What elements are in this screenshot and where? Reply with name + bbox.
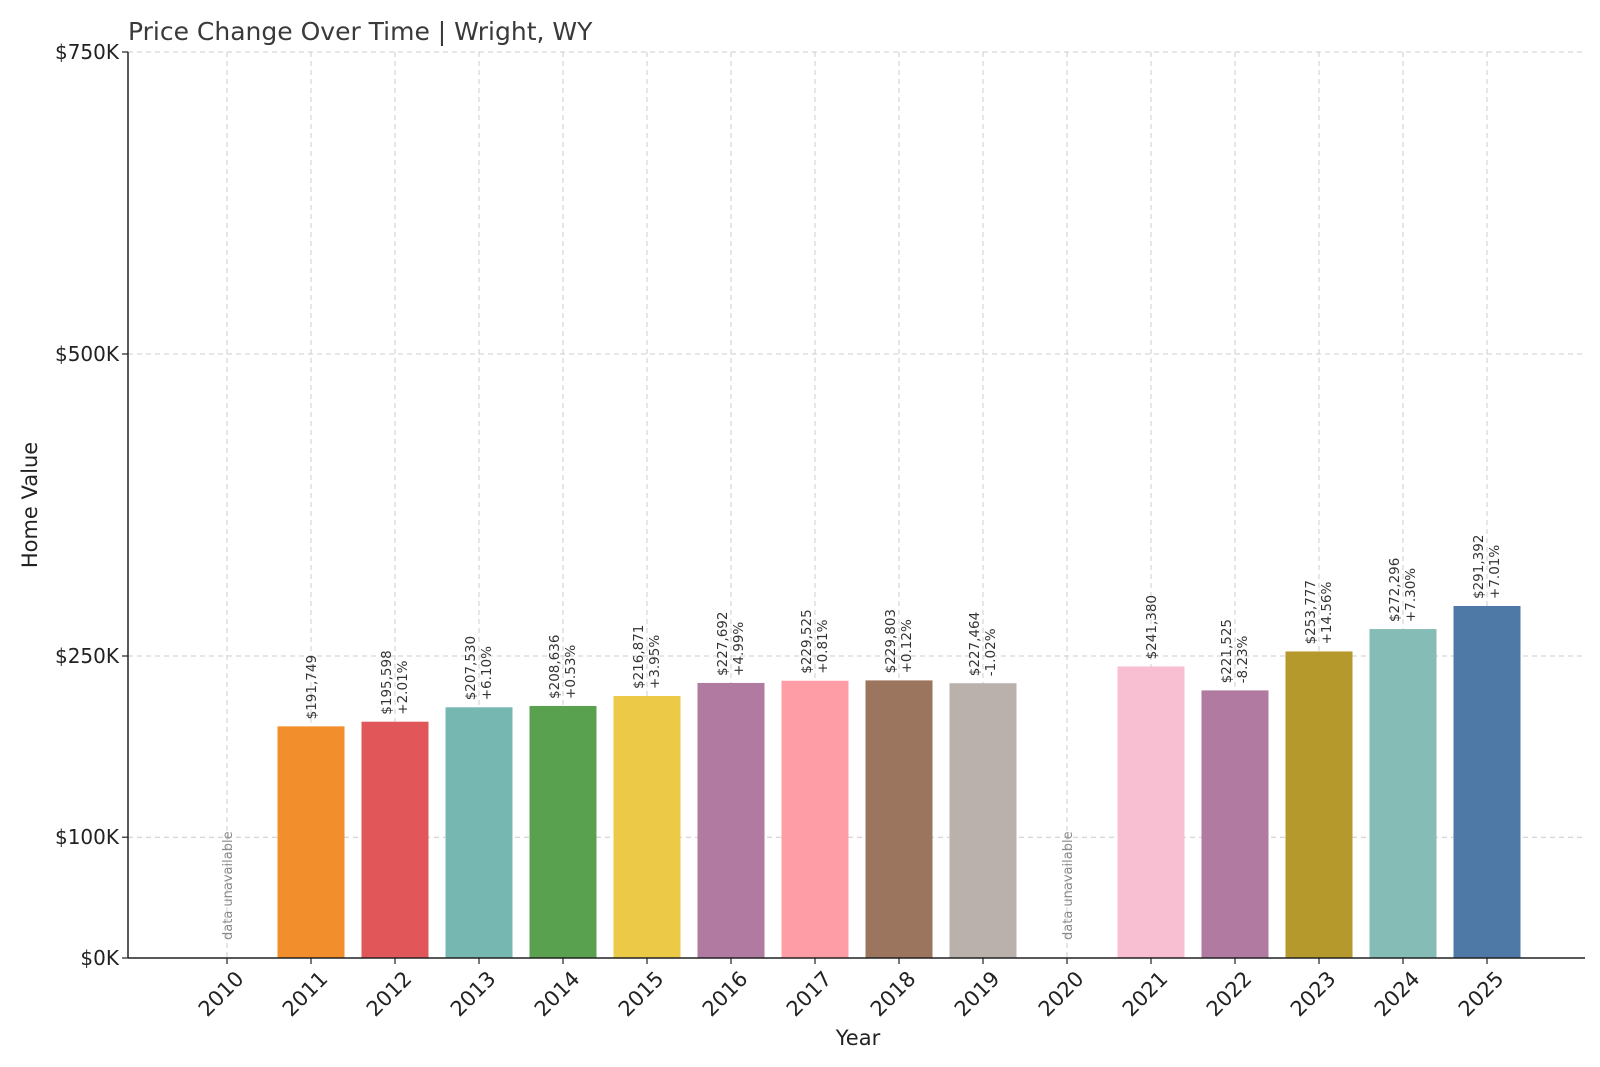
change-label: +14.56% xyxy=(1319,581,1335,644)
value-label: $207,530 xyxy=(463,636,479,700)
x-tick-label: 2016 xyxy=(698,967,753,1022)
value-label: $195,598 xyxy=(379,650,395,714)
change-label: +6.10% xyxy=(479,646,495,700)
value-label: $272,296 xyxy=(1387,558,1403,622)
y-tick-label: $750K xyxy=(55,40,120,64)
x-tick-label: 2021 xyxy=(1118,967,1173,1022)
x-tick-labels: 2010 2011 2012 2013 2014 2015 2016 2017 2018 2019… xyxy=(194,958,1509,1021)
data-unavailable-label: data unavailable xyxy=(221,831,236,940)
bar xyxy=(1369,629,1437,958)
bar xyxy=(865,680,933,958)
change-label: +7.01% xyxy=(1487,545,1503,599)
x-tick-label: 2022 xyxy=(1202,967,1257,1022)
chart-title: Price Change Over Time | Wright, WY xyxy=(128,17,593,46)
value-label: $227,464 xyxy=(967,612,983,676)
x-axis-label: Year xyxy=(835,1026,881,1050)
y-tick-labels: $0K $100K $250K $500K $750K xyxy=(55,40,128,970)
bar xyxy=(445,707,513,958)
bar xyxy=(613,696,681,958)
change-label: +2.01% xyxy=(395,660,411,714)
change-label: +4.99% xyxy=(731,622,747,676)
change-label: +7.30% xyxy=(1403,568,1419,622)
x-tick-label: 2024 xyxy=(1370,967,1425,1022)
value-label: $241,380 xyxy=(1144,595,1160,659)
bar xyxy=(277,726,345,958)
x-tick-label: 2011 xyxy=(278,967,333,1022)
bar xyxy=(1201,690,1269,958)
x-tick-label: 2025 xyxy=(1454,967,1509,1022)
y-tick-label: $0K xyxy=(80,946,119,970)
y-tick-label: $100K xyxy=(55,825,120,849)
x-tick-label: 2019 xyxy=(950,967,1005,1022)
x-tick-label: 2017 xyxy=(782,967,837,1022)
value-label: $216,871 xyxy=(631,625,647,689)
x-tick-label: 2010 xyxy=(194,967,249,1022)
bar xyxy=(949,683,1017,958)
change-label: -1.02% xyxy=(983,628,999,676)
value-label: $229,525 xyxy=(799,609,815,673)
change-label: +3.95% xyxy=(647,635,663,689)
value-label: $227,692 xyxy=(715,612,731,676)
change-label: -8.23% xyxy=(1235,635,1251,683)
x-tick-label: 2012 xyxy=(362,967,417,1022)
bar xyxy=(529,705,597,958)
value-label: $253,777 xyxy=(1303,580,1319,644)
bars xyxy=(277,605,1521,958)
bar xyxy=(781,680,849,958)
bar xyxy=(697,682,765,958)
x-tick-label: 2015 xyxy=(614,967,669,1022)
bar xyxy=(1285,651,1353,958)
value-label: $291,392 xyxy=(1471,535,1487,599)
grid-lines xyxy=(128,51,1585,958)
y-tick-label: $250K xyxy=(55,644,120,668)
x-tick-label: 2023 xyxy=(1286,967,1341,1022)
data-unavailable-label: data unavailable xyxy=(1061,831,1076,940)
x-tick-label: 2018 xyxy=(866,967,921,1022)
value-label: $191,749 xyxy=(304,655,320,719)
bar xyxy=(1117,666,1185,958)
change-label: +0.12% xyxy=(899,619,915,673)
x-tick-label: 2013 xyxy=(446,967,501,1022)
data-labels: data unavailable $191,749 $195,598 +2.01% $2… xyxy=(221,535,1503,940)
change-label: +0.81% xyxy=(815,619,831,673)
x-tick-label: 2020 xyxy=(1034,967,1089,1022)
value-label: $229,803 xyxy=(883,609,899,673)
bar xyxy=(1453,605,1521,958)
y-tick-label: $500K xyxy=(55,342,120,366)
axes xyxy=(127,52,1585,959)
value-label: $208,636 xyxy=(547,635,563,699)
change-label: +0.53% xyxy=(563,645,579,699)
y-axis-label: Home Value xyxy=(18,442,42,568)
bar xyxy=(361,721,429,958)
value-label: $221,525 xyxy=(1219,619,1235,683)
x-tick-label: 2014 xyxy=(530,967,585,1022)
